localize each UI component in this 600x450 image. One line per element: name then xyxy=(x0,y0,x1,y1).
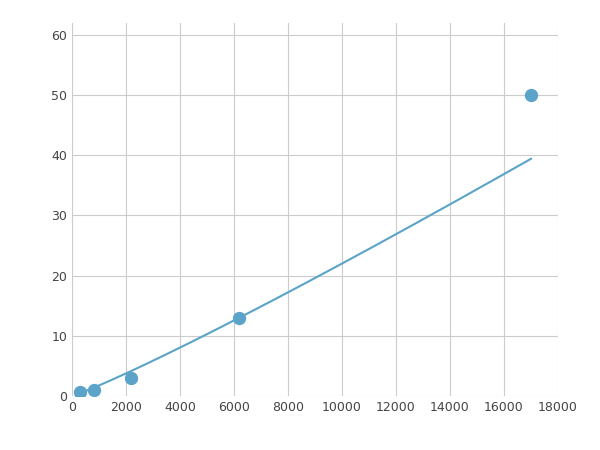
Point xyxy=(76,388,85,396)
Point xyxy=(127,374,136,382)
Point xyxy=(235,314,244,321)
Point xyxy=(526,91,536,99)
Point xyxy=(89,387,98,394)
